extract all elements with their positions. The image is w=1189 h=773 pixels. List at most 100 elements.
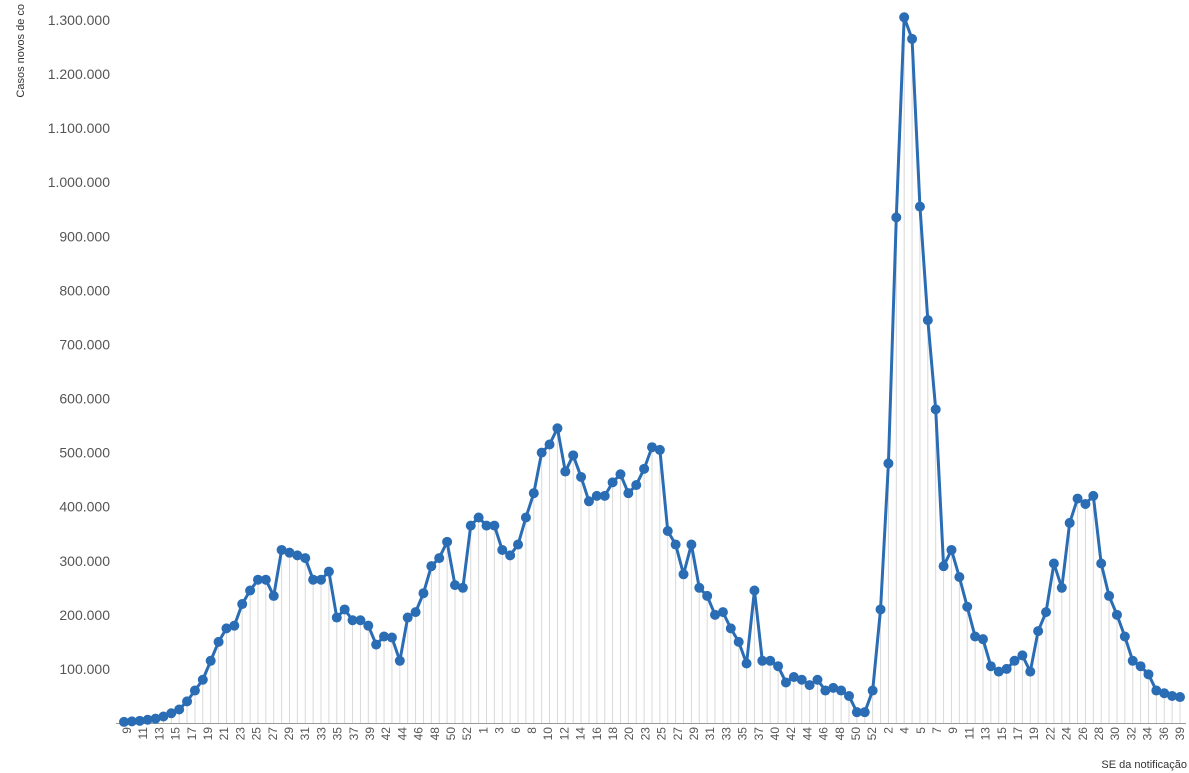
data-point [631,480,642,491]
data-point [513,539,524,550]
x-tick-label: 31 [298,727,312,741]
x-tick-label: 26 [1076,727,1090,741]
x-tick-label: 46 [817,727,831,741]
data-point [780,677,791,688]
data-point [449,580,460,591]
x-tick-label: 40 [768,727,782,741]
data-point [150,713,161,724]
data-point [1111,609,1122,620]
data-point [749,585,760,596]
x-tick-label: 33 [719,727,733,741]
data-point [126,716,137,727]
data-point [1159,688,1170,699]
y-tick-label: 1.300.000 [48,12,110,28]
x-tick-label: 42 [784,727,798,741]
data-point [323,566,334,577]
data-point [260,574,271,585]
data-point [686,539,697,550]
data-point [607,477,618,488]
x-tick-label: 16 [590,727,604,741]
data-point [134,715,145,726]
x-tick-label: 9 [946,727,960,734]
data-point [1080,498,1091,509]
data-point [481,520,492,531]
x-tick-label: 13 [152,727,166,741]
x-tick-label: 33 [314,727,328,741]
data-point [985,661,996,672]
data-point [938,561,949,572]
x-tick-label: 2 [881,727,895,734]
data-points [119,12,1185,727]
x-tick-label: 36 [1157,727,1171,741]
y-axis: 100.000 200.000 300.000 400.000 500.000 600.0… [48,12,111,677]
data-point [1119,631,1130,642]
data-point [804,680,815,691]
x-tick-label: 11 [136,727,150,740]
data-point [229,620,240,631]
data-point [426,561,437,572]
x-axis-title: SE da notificação [1101,759,1187,771]
data-point [1135,661,1146,672]
data-point [205,655,216,666]
data-point [276,544,287,555]
x-tick-label: 27 [671,727,685,741]
y-tick-label: 800.000 [59,282,110,298]
data-point [576,471,587,482]
data-point [599,490,610,501]
data-point [300,553,311,564]
data-point [962,601,973,612]
data-point [528,488,539,499]
data-point [741,658,752,669]
data-point [394,655,405,666]
x-tick-label: 42 [379,727,393,741]
data-point [316,574,327,585]
data-point [1143,669,1154,680]
data-point [1096,558,1107,569]
data-point [237,599,248,610]
y-tick-label: 600.000 [59,391,110,407]
x-tick-label: 1 [476,727,490,734]
data-point [410,607,421,618]
x-tick-label: 15 [995,727,1009,741]
data-point [1025,666,1036,677]
data-point [182,696,193,707]
x-tick-label: 50 [849,727,863,741]
x-tick-label: 21 [217,727,231,741]
x-tick-label: 32 [1124,727,1138,741]
data-point [670,539,681,550]
x-tick-label: 35 [331,727,345,741]
x-tick-label: 23 [638,727,652,741]
y-tick-label: 1.100.000 [48,120,110,136]
x-tick-label: 14 [574,727,588,741]
x-tick-label: 17 [1011,727,1025,741]
data-point [166,708,177,719]
data-point [757,655,768,666]
data-point [1017,650,1028,661]
data-point [875,604,886,615]
data-point [993,666,1004,677]
x-tick-label: 29 [687,727,701,741]
data-point [899,12,910,23]
data-point [883,458,894,469]
data-point [386,632,397,643]
data-point [1009,655,1020,666]
y-tick-label: 300.000 [59,553,110,569]
data-point [284,547,295,558]
data-point [158,711,169,722]
data-point [647,442,657,453]
data-point [867,685,878,696]
x-tick-label: 18 [606,727,620,741]
x-tick-label: 25 [250,727,264,741]
data-point [457,582,468,593]
data-point [1001,663,1012,674]
x-axis: 9 11 13 15 17 19 21 23 25 27 29 31 33 35 37 39 42 44 46 48 5… [120,727,1187,741]
data-point [812,674,823,685]
drop-lines [123,17,1181,723]
x-tick-label: 8 [525,727,539,734]
data-point [828,682,839,693]
data-point [946,544,957,555]
x-tick-label: 9 [120,727,134,734]
data-point [970,631,981,642]
x-tick-label: 44 [395,727,409,741]
data-point [1167,690,1178,701]
